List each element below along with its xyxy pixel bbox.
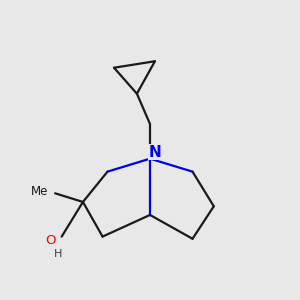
Text: H: H [54,249,63,259]
Text: O: O [45,234,56,248]
Text: Me: Me [31,184,49,198]
Text: N: N [148,145,161,160]
